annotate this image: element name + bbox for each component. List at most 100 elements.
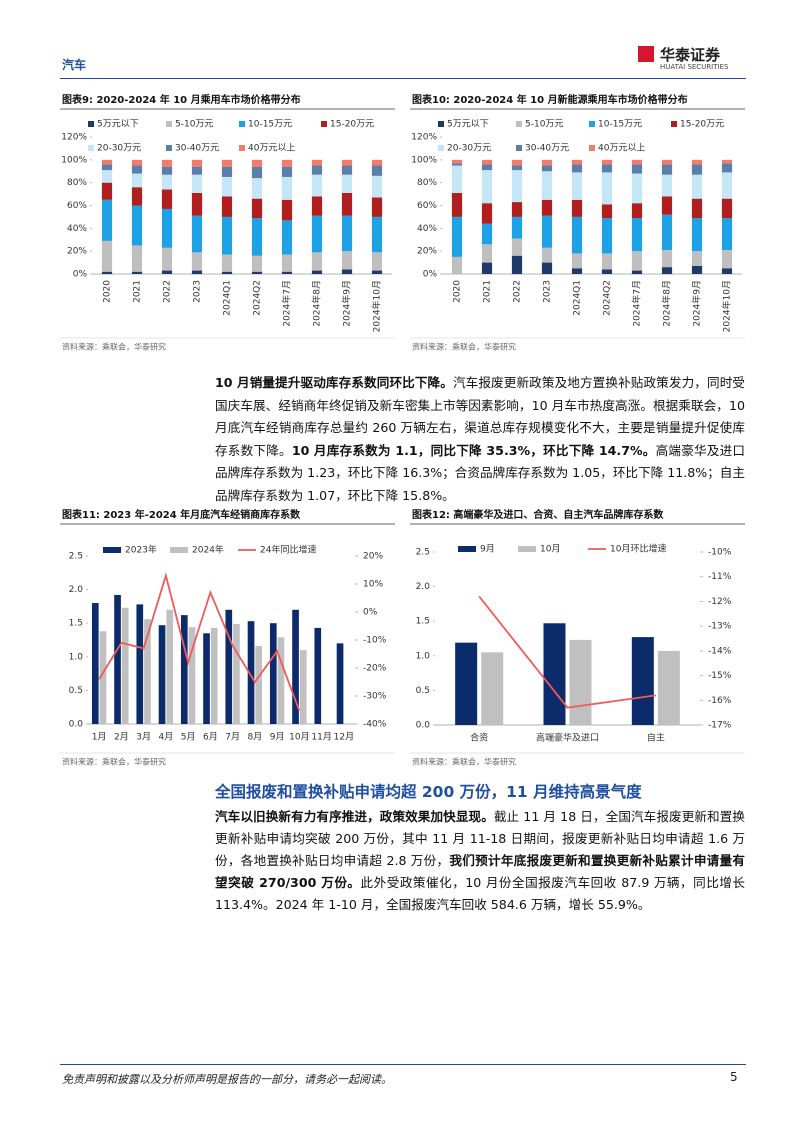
x-tick-label: 2月 <box>114 732 129 743</box>
bar-segment <box>511 159 523 166</box>
bar <box>166 609 174 724</box>
bar-segment <box>691 159 703 165</box>
bar-segment <box>541 247 553 263</box>
text-run: 高端豪华及进口品牌库存系数为 1.23，环比下降 16.3%；合资品牌库存系数为… <box>215 442 746 503</box>
bar-segment <box>131 159 143 166</box>
bar-segment <box>371 216 383 253</box>
bar <box>269 623 277 724</box>
bar-segment <box>661 174 673 197</box>
bar-segment <box>341 215 353 252</box>
legend-swatch <box>239 145 245 151</box>
bar-segment <box>281 199 293 221</box>
bar-segment <box>251 178 263 199</box>
x-tick-label: 10月 <box>289 732 309 743</box>
y2-tick-label: -10% <box>708 548 732 558</box>
logo-icon <box>638 46 654 62</box>
legend-swatch <box>170 547 188 553</box>
x-tick-label: 2024年8月 <box>661 280 673 327</box>
bar-segment <box>371 175 383 198</box>
bar-segment <box>451 256 463 274</box>
legend-swatch <box>671 121 677 127</box>
y-tick-label: 80% <box>67 178 87 188</box>
bar-segment <box>691 164 703 175</box>
bar-segment <box>191 166 203 175</box>
x-tick-label: 5月 <box>181 732 196 743</box>
chart-title: 图表9: 2020-2024 年 10 月乘用车市场价格带分布 <box>62 93 301 106</box>
x-tick-label: 合资 <box>470 732 488 744</box>
y-tick-label: 0.0 <box>69 720 84 730</box>
x-tick-label: 2024年9月 <box>691 280 703 327</box>
bar-segment <box>631 270 643 274</box>
bar-segment <box>691 266 703 274</box>
bar-segment <box>511 216 523 239</box>
bar-segment <box>191 215 203 253</box>
y2-tick-label: -13% <box>708 622 732 632</box>
bar <box>99 631 107 724</box>
legend-swatch <box>239 121 245 127</box>
bar-segment <box>691 198 703 219</box>
bar <box>144 619 151 724</box>
bar-segment <box>281 254 293 272</box>
bar-segment <box>541 199 553 216</box>
chart-title: 图表11: 2023 年-2024 年月底汽车经销商库存系数 <box>62 508 301 521</box>
bar-segment <box>541 159 553 166</box>
bar-segment <box>161 159 173 167</box>
bar-segment <box>661 159 673 165</box>
bar-segment <box>541 165 553 172</box>
bar-segment <box>481 170 493 204</box>
bar <box>314 627 322 724</box>
bar-segment <box>631 218 643 252</box>
x-tick-label: 8月 <box>248 732 263 743</box>
legend-label: 10月 <box>540 544 560 555</box>
bar-segment <box>281 176 293 200</box>
bar-segment <box>281 271 293 274</box>
bar-segment <box>691 251 703 267</box>
bar-segment <box>541 171 553 200</box>
bar-segment <box>161 174 173 190</box>
legend-label: 9月 <box>480 544 495 555</box>
bar-segment <box>221 271 233 274</box>
bar-segment <box>131 245 143 272</box>
legend-label: 5-10万元 <box>525 120 563 130</box>
bar-segment <box>601 218 613 254</box>
bar <box>233 623 240 724</box>
legend-label: 15-20万元 <box>680 120 724 130</box>
x-tick-label: 4月 <box>159 732 174 743</box>
x-tick-label: 7月 <box>225 732 240 743</box>
chart-title: 图表12: 高端豪华及进口、合资、自主汽车品牌库存系数 <box>412 508 664 521</box>
y-tick-label: 0.5 <box>416 686 430 696</box>
page-number: 5 <box>730 1070 738 1084</box>
bar-segment <box>101 240 113 272</box>
bar-segment <box>251 159 263 167</box>
source: 资料来源：乘联会，华泰研究 <box>62 757 166 767</box>
bar <box>158 625 166 724</box>
bar-segment <box>511 238 523 256</box>
logo-cn: 华泰证券 <box>660 46 721 64</box>
line-series <box>98 572 301 712</box>
bar-segment <box>371 165 383 176</box>
bar-segment <box>221 159 233 167</box>
y-tick-label: 100% <box>61 155 87 165</box>
chart: 图表12: 高端豪华及进口、合资、自主汽车品牌库存系数资料来源：乘联会，华泰研究… <box>410 508 745 767</box>
bar-segment <box>631 164 643 174</box>
bar-segment <box>161 166 173 175</box>
bar-segment <box>131 271 143 274</box>
y-tick-label: 2.0 <box>416 582 431 592</box>
footer-disclaimer: 免责声明和披露以及分析师声明是报告的一部分，请务必一起阅读。 <box>62 1073 392 1086</box>
bar <box>114 594 121 724</box>
header-section: 汽车 <box>62 58 87 72</box>
bar-segment <box>101 271 113 274</box>
source: 资料来源：乘联会，华泰研究 <box>412 342 516 352</box>
y2-tick-label: 10% <box>363 580 383 590</box>
legend-swatch <box>438 121 444 127</box>
bar-segment <box>311 196 323 216</box>
legend-label: 10-15万元 <box>248 120 292 130</box>
legend-swatch <box>166 145 172 151</box>
y-tick-label: 60% <box>417 201 437 211</box>
bar-segment <box>511 202 523 217</box>
x-tick-label: 2022 <box>163 280 173 303</box>
bar <box>336 643 344 724</box>
y-tick-label: 2.5 <box>69 552 83 562</box>
y2-tick-label: -30% <box>363 692 387 702</box>
legend-label: 30-40万元 <box>175 144 219 154</box>
